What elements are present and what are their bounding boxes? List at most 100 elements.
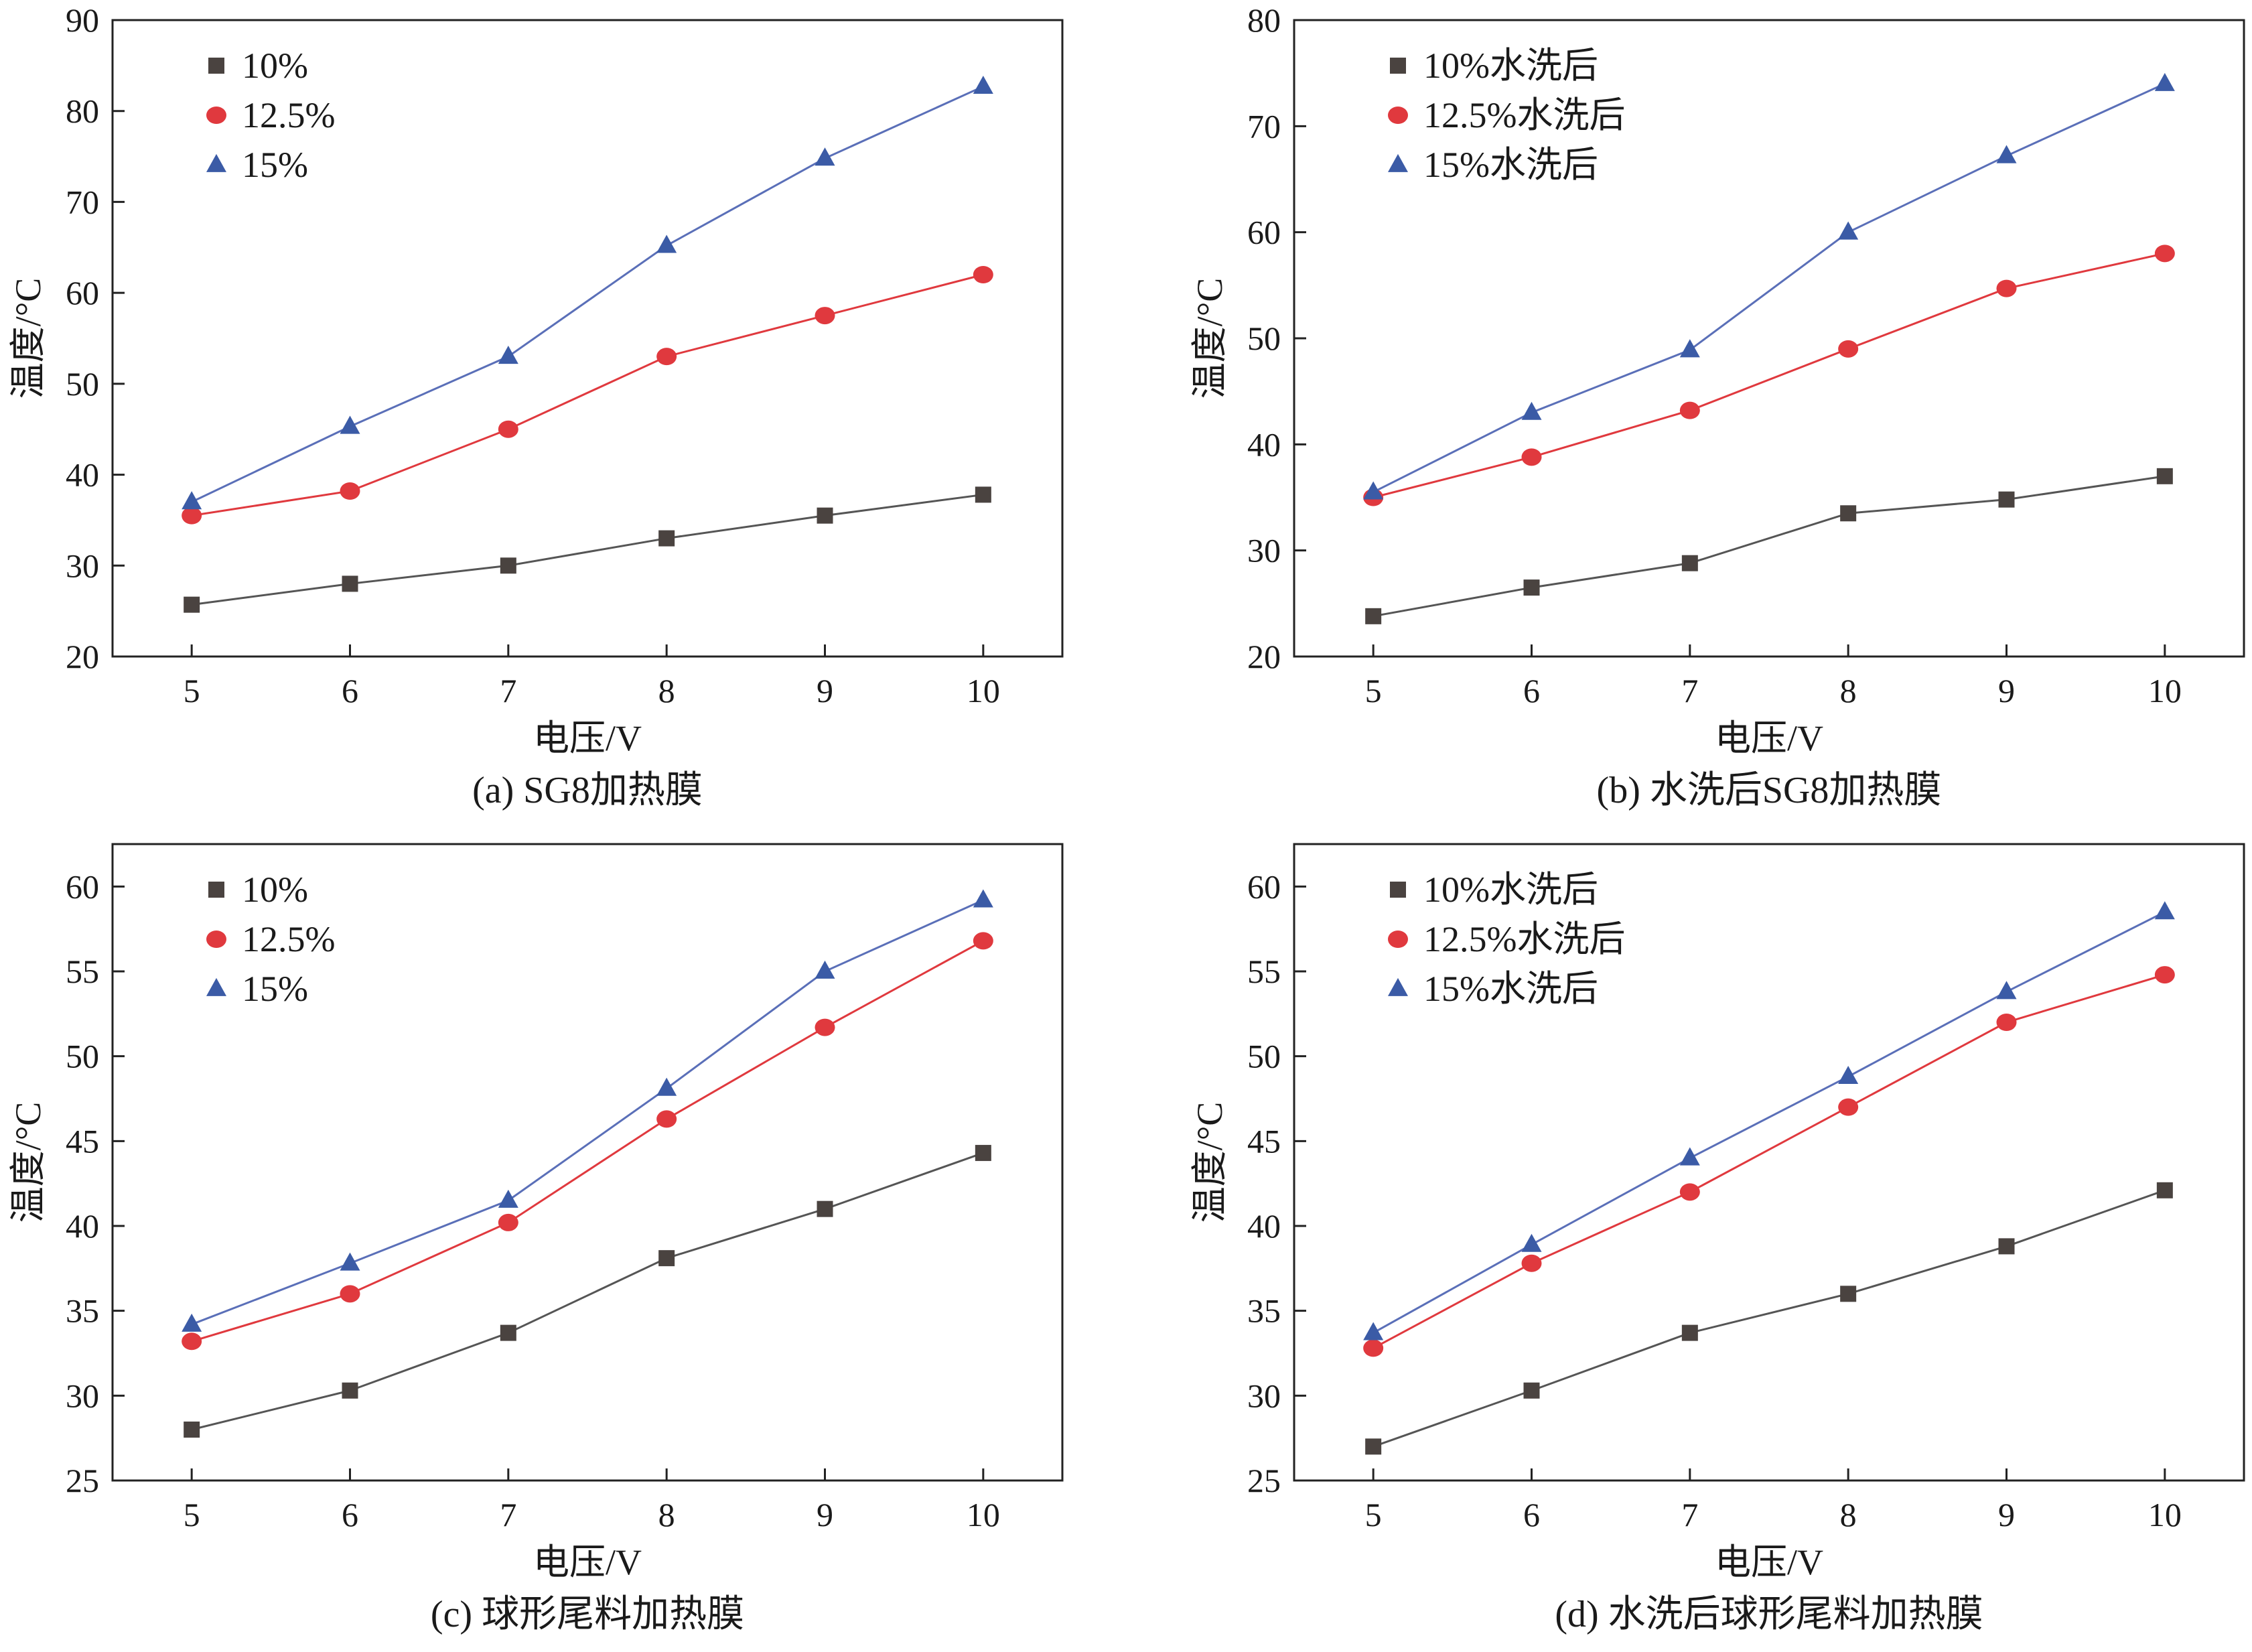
chart-panel-2: 20 30 40 50 60 70 80 5 6 7 8 9 10 电压/V 温度/°C (b) 水洗后SG8…: [1190, 1, 2245, 811]
data-point: [1838, 1065, 1859, 1084]
data-point: [815, 147, 835, 166]
y-axis-label: 温度/°C: [1190, 1102, 1230, 1223]
data-point: [340, 415, 360, 434]
data-point: [1838, 1098, 1859, 1116]
series-2: [1363, 966, 2175, 1357]
series-line: [191, 85, 984, 503]
data-point: [656, 1077, 677, 1096]
x-tick-label: 9: [817, 1496, 833, 1533]
data-point: [1521, 401, 1542, 420]
series-line: [1373, 82, 2166, 493]
y-tick-label: 30: [1247, 1377, 1281, 1414]
y-tick-label: 25: [66, 1462, 99, 1499]
data-point: [1363, 1339, 1384, 1357]
series-1: [1365, 1182, 2173, 1455]
legend-label: 10%: [242, 870, 308, 910]
legend-marker: [1388, 977, 1408, 996]
data-point: [973, 266, 993, 283]
data-point: [1679, 1183, 1700, 1201]
x-tick-label: 8: [658, 672, 675, 709]
x-tick-label: 10: [967, 1496, 1000, 1533]
x-tick-label: 9: [817, 672, 833, 709]
x-axis-label: 电压/V: [533, 718, 642, 758]
data-point: [2156, 468, 2173, 484]
data-point: [182, 491, 202, 510]
y-tick-label: 40: [66, 1207, 99, 1245]
x-tick-label: 8: [658, 1496, 675, 1533]
data-point: [2154, 966, 2175, 984]
data-point: [340, 482, 360, 500]
data-point: [182, 1332, 202, 1351]
data-point: [1523, 1382, 1540, 1399]
data-point: [973, 889, 993, 908]
series-line: [1373, 910, 2166, 1334]
y-tick-label: 30: [1247, 532, 1281, 569]
legend: 10% 12.5% 15%: [206, 46, 335, 185]
chart-panel-4: 25 30 35 40 45 50 55 60 5 6 7 8 9 10 电压/V 温度/°C (d) 水洗后球…: [1190, 843, 2245, 1635]
y-tick-label: 40: [1247, 1207, 1281, 1245]
data-point: [1838, 221, 1859, 240]
y-tick-label: 60: [1247, 868, 1281, 905]
x-tick-label: 5: [1365, 1496, 1382, 1533]
plot-frame: [111, 19, 1064, 658]
data-point: [1681, 1324, 1698, 1341]
legend-label: 15%水洗后: [1423, 145, 1598, 185]
series-line: [1373, 1189, 2166, 1448]
data-point: [1365, 608, 1382, 624]
series-line: [191, 940, 984, 1343]
y-tick-label: 20: [1247, 638, 1281, 675]
legend-marker: [208, 58, 224, 74]
y-tick-label: 35: [1247, 1292, 1281, 1330]
series-2: [182, 266, 993, 525]
data-point: [1521, 1254, 1542, 1272]
series-line: [1373, 475, 2166, 618]
y-tick-label: 55: [1247, 953, 1281, 990]
y-tick-label: 80: [66, 92, 99, 130]
panel-caption: (d) 水洗后球形尾料加热膜: [1555, 1594, 1983, 1635]
data-point: [1996, 279, 2017, 297]
data-point: [340, 1252, 360, 1271]
data-point: [1679, 401, 1700, 419]
legend-marker: [208, 882, 224, 898]
series-3: [1363, 72, 2175, 500]
data-point: [1998, 1238, 2015, 1255]
panel-caption: (a) SG8加热膜: [472, 770, 703, 811]
legend-label: 12.5%水洗后: [1423, 919, 1625, 959]
data-point: [1523, 579, 1540, 596]
x-tick-label: 7: [1681, 672, 1698, 709]
legend-marker: [1390, 58, 1406, 74]
y-tick-label: 80: [1247, 1, 1281, 39]
data-point: [1996, 1014, 2017, 1031]
y-tick-label: 25: [1247, 1462, 1281, 1499]
y-tick-label: 20: [66, 638, 99, 675]
x-tick-label: 7: [500, 1496, 516, 1533]
data-point: [1838, 340, 1859, 358]
y-axis-label: 温度/°C: [8, 278, 48, 399]
series-1: [184, 1145, 991, 1438]
plot-frame: [1293, 843, 2245, 1482]
data-point: [184, 596, 200, 613]
data-point: [1996, 981, 2017, 1000]
legend-label: 15%: [242, 145, 308, 185]
data-point: [182, 506, 202, 525]
y-tick-label: 50: [66, 1038, 99, 1075]
data-point: [817, 1200, 833, 1217]
data-point: [1681, 555, 1698, 571]
legend-marker: [1388, 931, 1408, 948]
x-tick-label: 10: [967, 672, 1000, 709]
data-point: [658, 1250, 675, 1267]
x-tick-label: 10: [2148, 1496, 2182, 1533]
data-point: [656, 348, 677, 366]
data-point: [2154, 72, 2175, 91]
x-tick-label: 6: [1523, 1496, 1540, 1533]
data-point: [342, 575, 358, 592]
y-axis-label: 温度/°C: [8, 1102, 48, 1223]
data-point: [498, 1189, 518, 1208]
data-point: [656, 1110, 677, 1128]
y-tick-label: 30: [66, 547, 99, 584]
series-line: [191, 493, 984, 606]
y-tick-label: 40: [1247, 425, 1281, 463]
legend: 10%水洗后 12.5%水洗后 15%水洗后: [1388, 870, 1625, 1009]
data-point: [817, 507, 833, 524]
legend-marker: [1388, 107, 1408, 124]
